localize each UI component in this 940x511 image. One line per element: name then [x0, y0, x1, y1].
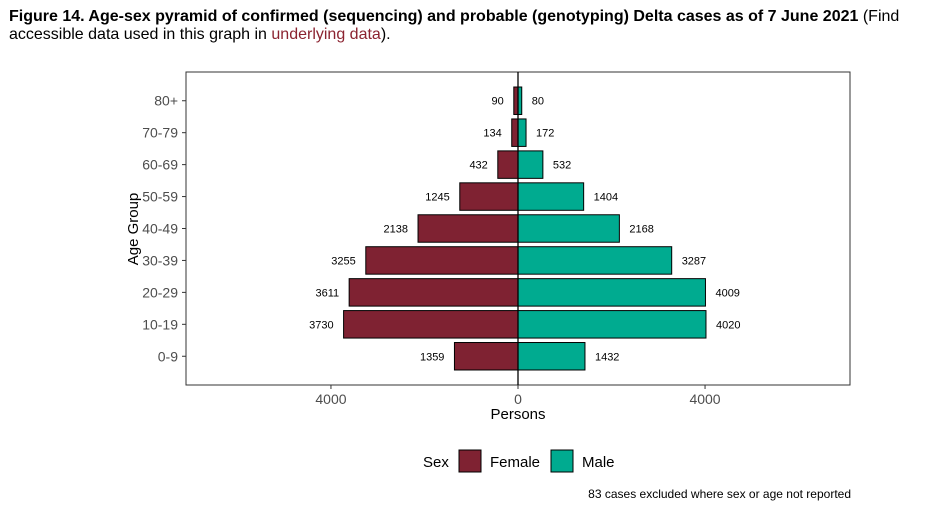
bars-layer: [343, 86, 707, 371]
value-label-female-60-69: 432: [469, 160, 487, 172]
x-axis: 4000 0 4000: [315, 385, 721, 407]
legend: Sex Female Male: [423, 449, 615, 473]
y-tick-label-50-59: 50-59: [142, 189, 178, 205]
excluded-cases-note: 83 cases excluded where sex or age not r…: [588, 487, 851, 501]
bar-female-30-39: [365, 246, 519, 275]
bar-female-40-49: [417, 214, 519, 243]
y-axis: 80+ 70-79 60-69 50-59 40-49 30-39 20-29 10-19 0-…: [142, 93, 186, 364]
value-label-female-30-39: 3255: [331, 255, 355, 267]
bar-female-60-69: [497, 150, 519, 179]
y-tick-label-40-49: 40-49: [142, 221, 178, 237]
y-tick-label-10-19: 10-19: [142, 316, 178, 332]
y-tick-label-0-9: 0-9: [158, 348, 178, 364]
y-axis-title: Age Group: [125, 193, 142, 266]
value-label-female-50-59: 1245: [425, 192, 449, 204]
value-label-female-70-79: 134: [483, 128, 501, 140]
value-label-male-60-69: 532: [553, 160, 571, 172]
y-tick-label-60-69: 60-69: [142, 157, 178, 173]
bar-female-70-79: [511, 118, 519, 147]
value-label-male-40-49: 2168: [629, 224, 653, 236]
x-tick-label-2: 4000: [689, 391, 720, 407]
x-tick-label-0: 4000: [315, 391, 346, 407]
x-axis-title: Persons: [490, 406, 545, 423]
value-label-male-80+: 80: [532, 96, 544, 108]
bar-male-0-9: [517, 342, 586, 371]
value-label-male-30-39: 3287: [682, 255, 706, 267]
bar-male-60-69: [517, 150, 544, 179]
bar-male-20-29: [517, 278, 706, 307]
legend-label-female: Female: [490, 454, 540, 471]
caption-line2-prefix: accessible data used in this graph in: [9, 26, 272, 43]
bar-female-10-19: [343, 310, 519, 339]
bar-male-10-19: [517, 310, 707, 339]
value-labels: 90 80 134 172 432 532 1245 1404 2138 2168 3255 3287…: [309, 96, 740, 364]
value-label-female-80+: 90: [492, 96, 504, 108]
bar-male-70-79: [517, 118, 527, 147]
figure-caption: Figure 14. Age-sex pyramid of confirmed …: [9, 8, 934, 44]
legend-label-male: Male: [582, 454, 615, 471]
legend-swatch-female: [458, 449, 482, 473]
value-label-male-50-59: 1404: [594, 192, 618, 204]
bar-male-50-59: [517, 182, 585, 211]
bar-female-20-29: [348, 278, 519, 307]
y-tick-label-70-79: 70-79: [142, 125, 178, 141]
legend-title: Sex: [423, 454, 449, 471]
underlying-data-link[interactable]: underlying data: [271, 26, 381, 43]
value-label-female-20-29: 3611: [315, 287, 339, 299]
bar-male-30-39: [517, 246, 673, 275]
value-label-male-10-19: 4020: [716, 319, 740, 331]
y-tick-label-30-39: 30-39: [142, 252, 178, 268]
figure-title: Figure 14. Age-sex pyramid of confirmed …: [9, 8, 859, 25]
bar-female-50-59: [459, 182, 519, 211]
y-tick-label-20-29: 20-29: [142, 284, 178, 300]
x-tick-label-1: 0: [514, 391, 522, 407]
bar-male-40-49: [517, 214, 620, 243]
value-label-male-20-29: 4009: [715, 287, 739, 299]
caption-line2-suffix: ).: [380, 26, 391, 43]
value-label-male-70-79: 172: [536, 128, 554, 140]
y-tick-label-80+: 80+: [154, 93, 178, 109]
legend-swatch-male: [550, 449, 574, 473]
figure-title-suffix: (Find: [858, 8, 900, 25]
value-label-male-0-9: 1432: [595, 351, 619, 363]
value-label-female-0-9: 1359: [420, 351, 444, 363]
value-label-female-10-19: 3730: [309, 319, 333, 331]
value-label-female-40-49: 2138: [384, 224, 408, 236]
bar-female-0-9: [453, 342, 519, 371]
